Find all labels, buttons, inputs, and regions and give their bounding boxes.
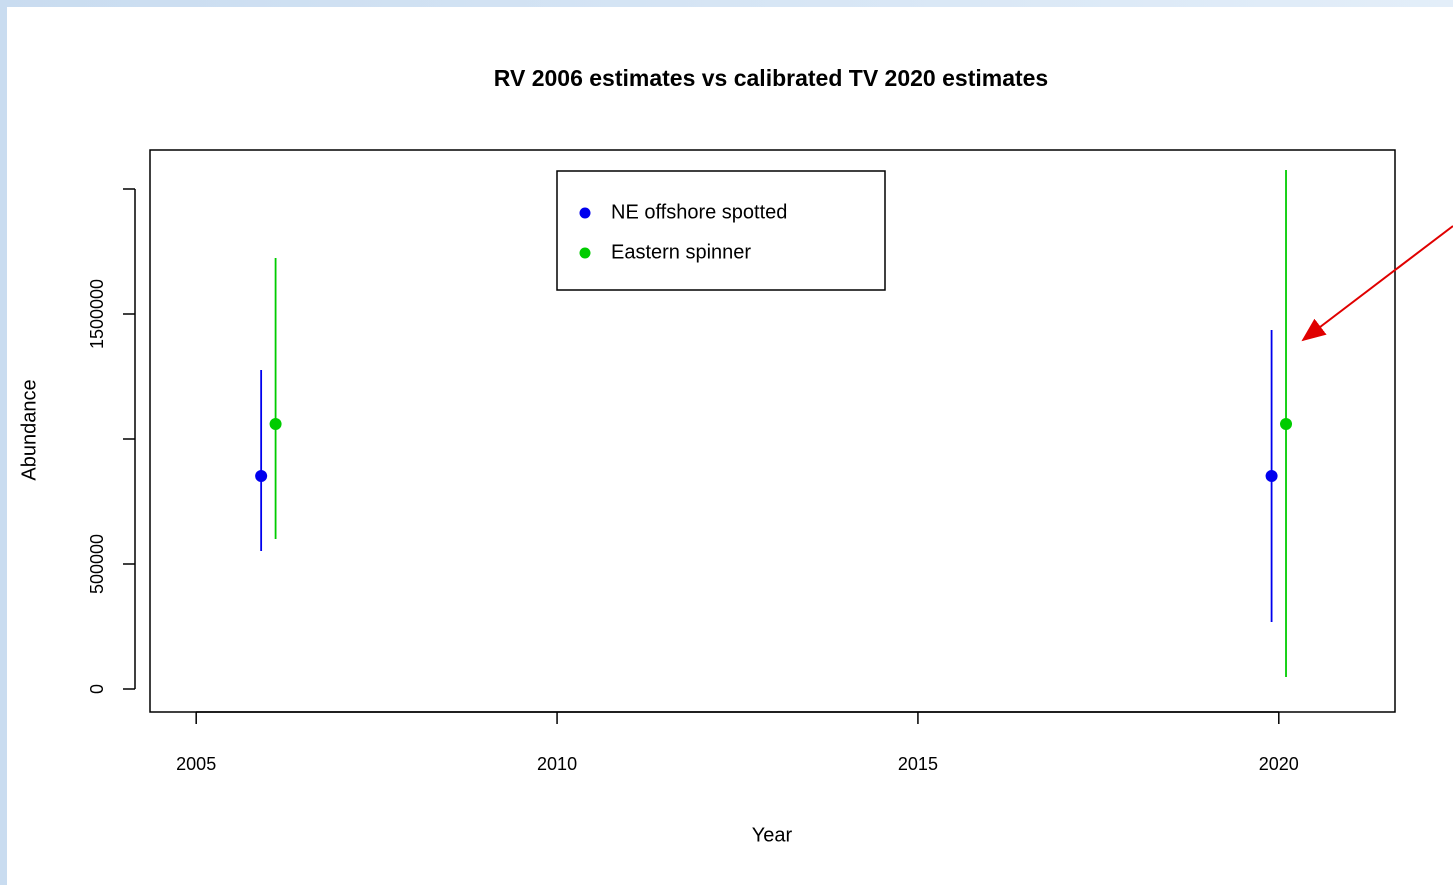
point (1280, 418, 1293, 430)
x-tick-label: 2010 (537, 754, 577, 774)
x-tick-label: 2015 (898, 754, 938, 774)
y-tick-label: 0 (87, 684, 107, 694)
y-tick-label: 500000 (87, 534, 107, 594)
x-axis-label: Year (752, 824, 793, 846)
legend-label: NE offshore spotted (611, 201, 787, 223)
chart-title: RV 2006 estimates vs calibrated TV 2020 … (494, 65, 1048, 91)
y-tick-label: 1500000 (87, 279, 107, 349)
legend-marker (579, 247, 591, 259)
legend-marker (579, 207, 591, 219)
legend-label: Eastern spinner (611, 241, 751, 263)
x-tick-label: 2005 (176, 754, 216, 774)
point (255, 470, 268, 482)
annotation-arrow (1301, 225, 1453, 342)
panel (7, 7, 1453, 885)
point (269, 418, 282, 430)
y-axis-label: Abundance (18, 379, 40, 480)
x-tick-label: 2020 (1259, 754, 1299, 774)
legend-box (556, 170, 886, 291)
point (1265, 470, 1278, 482)
